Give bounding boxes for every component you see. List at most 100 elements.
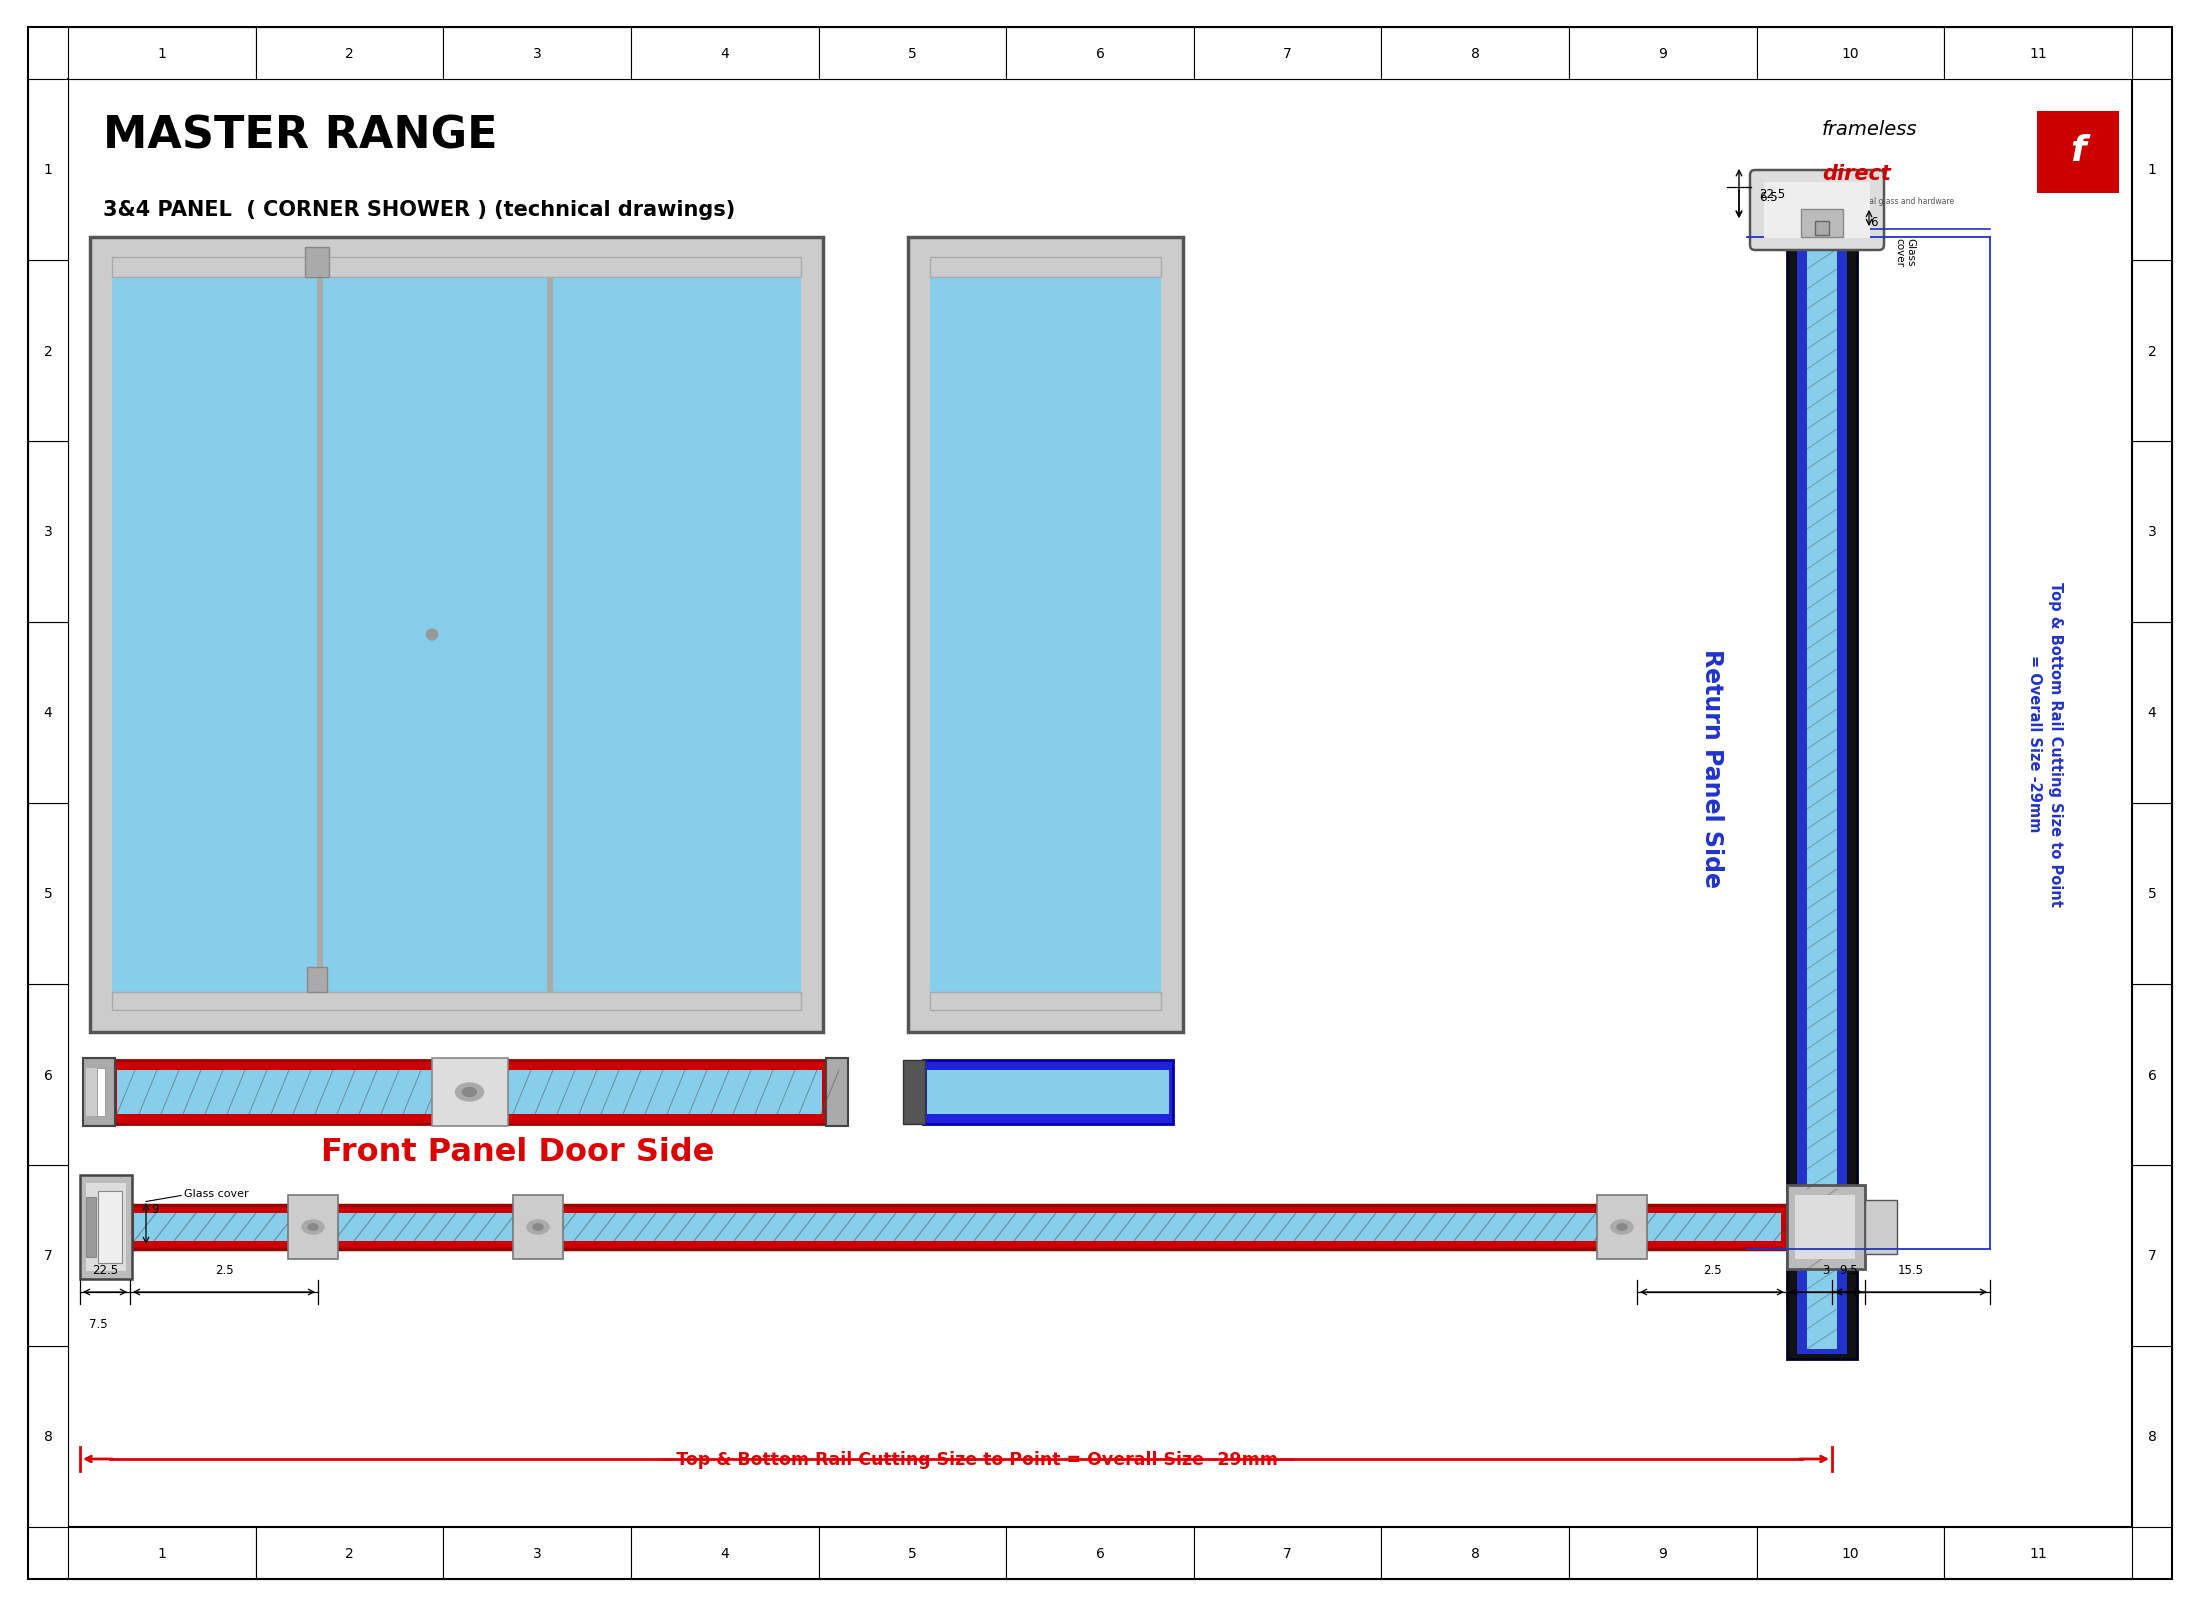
Bar [431,1059,508,1127]
Bar [902,1061,924,1125]
Bar [306,247,330,278]
Bar [931,260,1162,1011]
Text: 3: 3 [532,47,541,61]
Text: 6: 6 [1870,217,1879,230]
Text: —Top & Bottom Rail Cutting Size to Point = Overall Size -29mm—: —Top & Bottom Rail Cutting Size to Point… [660,1450,1296,1469]
Bar [2132,622,2171,804]
Bar [29,1347,68,1527]
Text: 4: 4 [719,47,728,61]
Text: 4: 4 [2147,705,2156,720]
Bar [112,993,801,1011]
Bar [112,260,801,1011]
Bar [1802,211,1844,238]
Bar [631,27,818,80]
Bar [99,1191,121,1263]
Text: 2.5: 2.5 [1703,1263,1720,1276]
Text: direct: direct [1822,164,1890,183]
Bar [1382,1527,1569,1580]
Bar [1005,1527,1195,1580]
Ellipse shape [301,1220,323,1234]
Circle shape [427,630,438,641]
Text: Glass
cover: Glass cover [1894,238,1916,267]
Bar [1758,1527,1945,1580]
Text: MASTER RANGE: MASTER RANGE [103,116,497,157]
Bar [112,1061,825,1125]
Bar [931,257,1162,278]
Bar [29,804,68,985]
Text: 9.5: 9.5 [1839,1263,1857,1276]
Text: 3: 3 [2147,525,2156,540]
Text: 10: 10 [1841,47,1859,61]
Ellipse shape [528,1220,550,1234]
Text: 11: 11 [2028,47,2046,61]
FancyBboxPatch shape [1749,170,1883,251]
Bar [2132,985,2171,1165]
Bar [442,1527,631,1580]
Bar [2132,804,2171,985]
Text: 5: 5 [909,47,917,61]
Text: 22.5: 22.5 [92,1263,119,1276]
Bar [117,1070,823,1114]
Ellipse shape [308,1225,319,1231]
Bar [909,238,1184,1032]
Bar [931,993,1162,1011]
Text: 7: 7 [2147,1249,2156,1263]
Text: 2: 2 [345,1546,354,1560]
Text: 7: 7 [1283,47,1291,61]
Text: 10: 10 [1841,1546,1859,1560]
Bar [79,1175,132,1279]
Bar [1597,1196,1648,1260]
Bar [924,1061,1173,1125]
Bar [29,260,68,442]
Bar [1866,1200,1896,1253]
Bar [84,1059,114,1127]
Bar [548,260,552,1011]
Bar [1382,27,1569,80]
Bar [2132,80,2171,260]
Text: 3&4 PANEL  ( CORNER SHOWER ) (technical drawings): 3&4 PANEL ( CORNER SHOWER ) (technical d… [103,199,735,220]
Bar [1797,243,1848,1355]
Bar [2132,260,2171,442]
Text: Return Panel Side: Return Panel Side [1701,649,1725,889]
Bar [513,1196,563,1260]
Bar [1945,1527,2132,1580]
Text: f: f [2070,133,2086,167]
Bar [818,27,1005,80]
Bar [1786,1186,1866,1270]
Bar [1795,1196,1855,1260]
Text: 2: 2 [2147,344,2156,358]
Bar [1569,27,1758,80]
Bar [1764,183,1870,239]
Text: 2: 2 [44,344,53,358]
Bar [86,1069,99,1117]
Ellipse shape [532,1225,543,1231]
Bar [29,1165,68,1347]
Text: 6: 6 [44,1067,53,1082]
Bar [90,238,823,1032]
Text: 15.5: 15.5 [1899,1263,1925,1276]
Text: 8: 8 [44,1430,53,1443]
Bar [1786,238,1857,1360]
Bar [1005,27,1195,80]
Text: 11: 11 [2028,1546,2046,1560]
Text: 5: 5 [909,1546,917,1560]
Bar [1806,247,1837,1350]
Text: 22.5: 22.5 [1760,188,1784,201]
Text: 2.5: 2.5 [216,1263,233,1276]
Text: 1: 1 [2147,164,2156,177]
Text: Front Panel Door Side: Front Panel Door Side [321,1136,715,1168]
Text: 3: 3 [44,525,53,540]
Text: 8: 8 [1472,1546,1481,1560]
Bar [2132,1347,2171,1527]
Bar [134,1213,1782,1241]
Ellipse shape [455,1083,484,1101]
Text: 1: 1 [158,47,167,61]
Text: 9: 9 [1659,47,1668,61]
Bar [86,1183,125,1271]
Text: 4: 4 [44,705,53,720]
Ellipse shape [1610,1220,1632,1234]
Bar [97,1069,106,1117]
Text: 7: 7 [1283,1546,1291,1560]
Bar [308,967,328,993]
Text: 8: 8 [2147,1430,2156,1443]
